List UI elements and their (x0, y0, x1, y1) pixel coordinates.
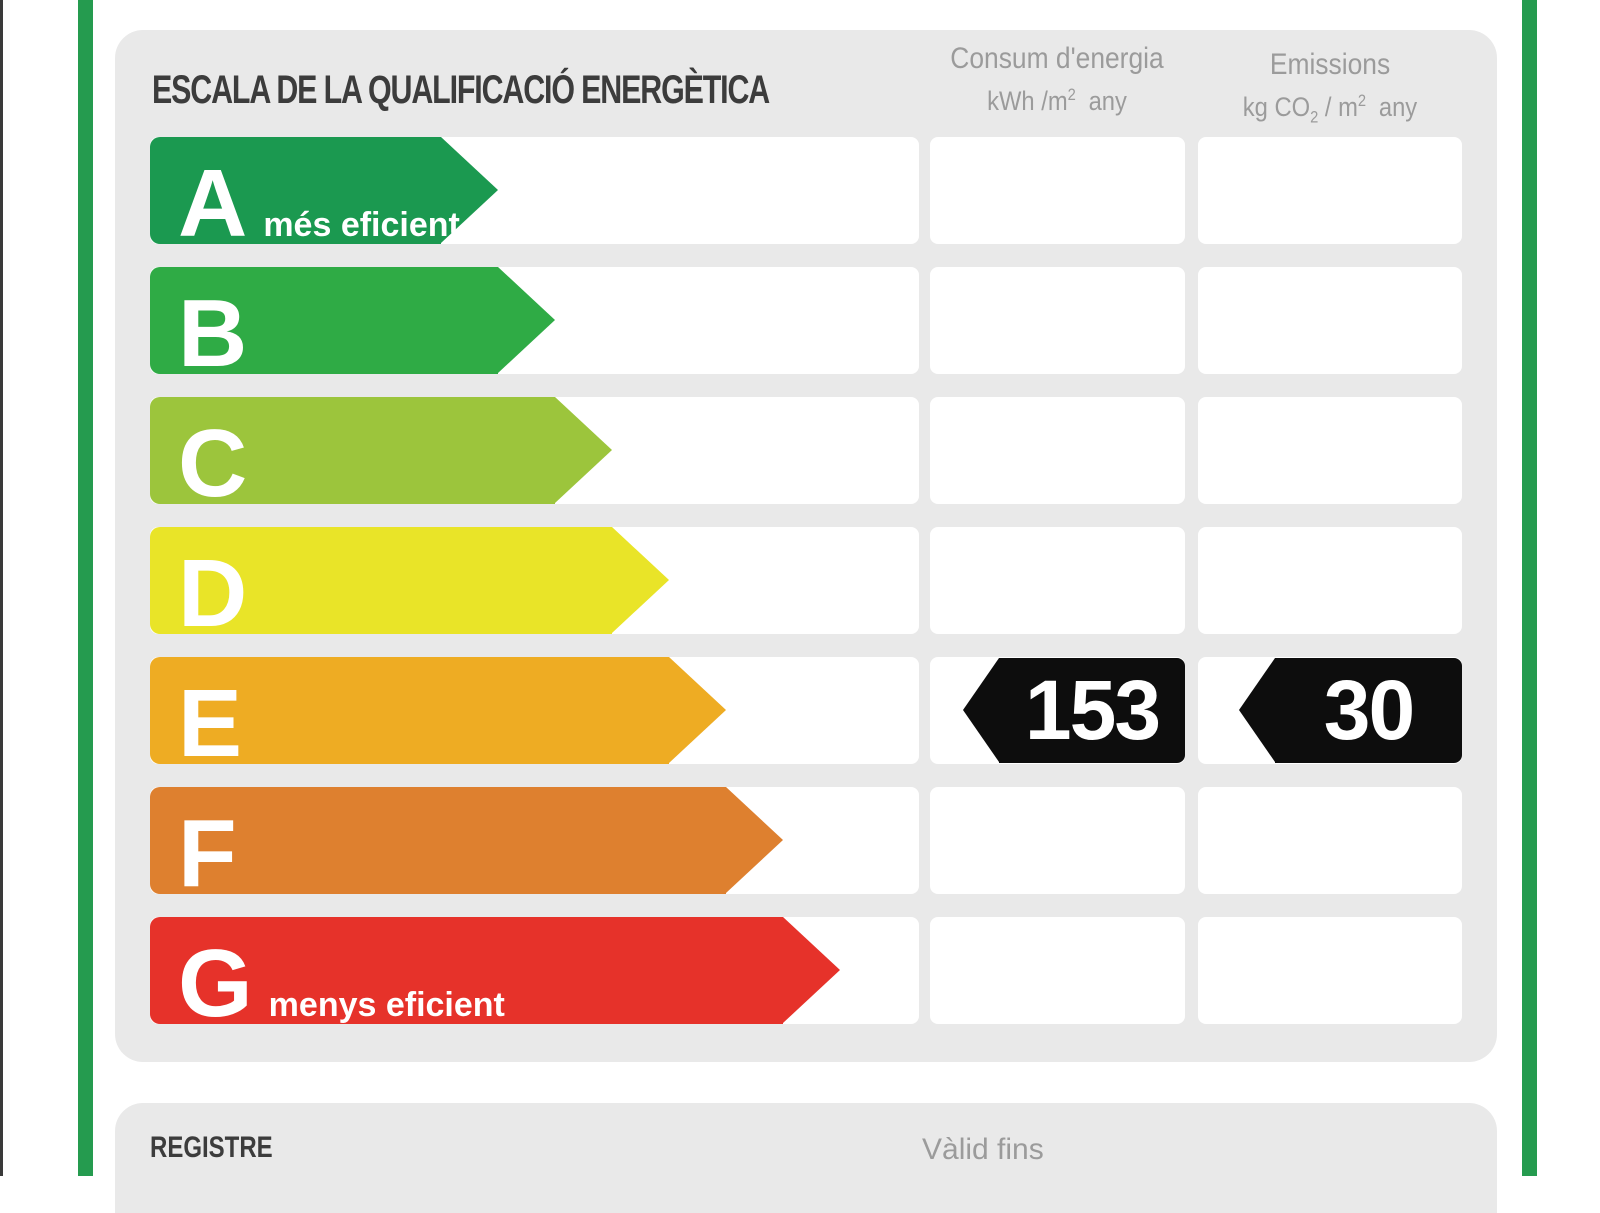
rating-bar-label: més eficient (263, 206, 460, 244)
consum-header-title: Consum d'energia (950, 42, 1164, 75)
consum-cell (930, 137, 1185, 244)
rating-letter: F (178, 800, 237, 907)
emissions-value-arrow-tip (1239, 658, 1275, 762)
emissions-header-title: Emissions (1269, 48, 1391, 81)
rating-bar-arrow-tip (441, 137, 498, 243)
emissions-cell (1198, 267, 1462, 374)
consum-cell (930, 397, 1185, 504)
emissions-cell (1198, 397, 1462, 504)
rating-bar-arrow-tip (555, 397, 612, 503)
rating-letter: B (178, 280, 248, 387)
rating-letter: D (178, 540, 248, 647)
rating-bar-e: E (150, 657, 726, 772)
rating-bar-text: B (178, 286, 247, 382)
emissions-unit-sub: 2 (1310, 107, 1319, 127)
emissions-cell (1198, 917, 1462, 1024)
emissions-cell (1198, 787, 1462, 894)
rating-bar-text: C (178, 416, 247, 512)
emissions-header-unit: kg CO2 / m2 any (1150, 91, 1511, 127)
emissions-unit-sup: 2 (1357, 91, 1367, 110)
consum-cell (930, 527, 1185, 634)
emissions-value-arrow: 30 (1239, 658, 1462, 763)
consum-value: 153 (999, 658, 1185, 763)
rating-letter: E (178, 670, 243, 777)
emissions-value: 30 (1275, 658, 1462, 763)
rating-row-b: B (115, 267, 1497, 382)
rating-bar-b: B (150, 267, 555, 382)
registre-label: REGISTRE (150, 1131, 273, 1164)
energy-scale-panel: ESCALA DE LA QUALIFICACIÓ ENERGÈTICA Con… (115, 30, 1497, 1062)
emissions-unit-post: any (1372, 92, 1418, 122)
consum-cell (930, 267, 1185, 374)
certificate-border-right (1522, 0, 1537, 1176)
consum-cell (930, 787, 1185, 894)
consum-cell (930, 917, 1185, 1024)
energy-scale-title: ESCALA DE LA QUALIFICACIÓ ENERGÈTICA (152, 68, 770, 112)
consum-value-arrow-tip (963, 658, 999, 762)
emissions-column-header: Emissions kg CO2 / m2 any (1125, 48, 1535, 127)
rating-row-f: F (115, 787, 1497, 902)
rating-bar-label: menys eficient (268, 986, 505, 1024)
consum-unit-sup: 2 (1067, 85, 1076, 104)
consum-unit-post: any (1081, 86, 1127, 116)
rating-letter: C (178, 410, 248, 517)
consum-header-unit: kWh /m2 any (877, 85, 1238, 117)
rating-bar-arrow-tip (726, 787, 783, 893)
rating-bar-arrow-tip (612, 527, 669, 633)
registre-panel: REGISTRE Vàlid fins (115, 1103, 1497, 1213)
rating-bar-arrow-tip (783, 917, 840, 1023)
rating-bar-c: C (150, 397, 612, 512)
rating-bar-text: D (178, 546, 247, 642)
valid-fins-label: Vàlid fins (922, 1133, 1044, 1166)
consum-value-arrow: 153 (963, 658, 1185, 763)
rating-letter: A (178, 150, 248, 257)
rating-bar-text: E (178, 676, 242, 772)
rating-bar-arrow-tip (669, 657, 726, 763)
consum-unit-text: kWh /m (987, 86, 1068, 116)
emissions-unit-text: kg CO (1242, 92, 1311, 122)
page-edge-line (0, 0, 3, 1176)
rating-bar-text: F (178, 806, 237, 902)
rating-row-e: E 153 30 (115, 657, 1497, 772)
certificate-border-left (78, 0, 93, 1176)
emissions-unit-mid: / m (1318, 92, 1358, 122)
rating-bar-d: D (150, 527, 669, 642)
rating-bar-f: F (150, 787, 783, 902)
emissions-cell (1198, 527, 1462, 634)
rating-row-c: C (115, 397, 1497, 512)
rating-row-d: D (115, 527, 1497, 642)
consum-column-header: Consum d'energia kWh /m2 any (852, 42, 1262, 117)
rating-bar-arrow-tip (498, 267, 555, 373)
rating-letter: G (178, 930, 253, 1037)
emissions-cell (1198, 137, 1462, 244)
